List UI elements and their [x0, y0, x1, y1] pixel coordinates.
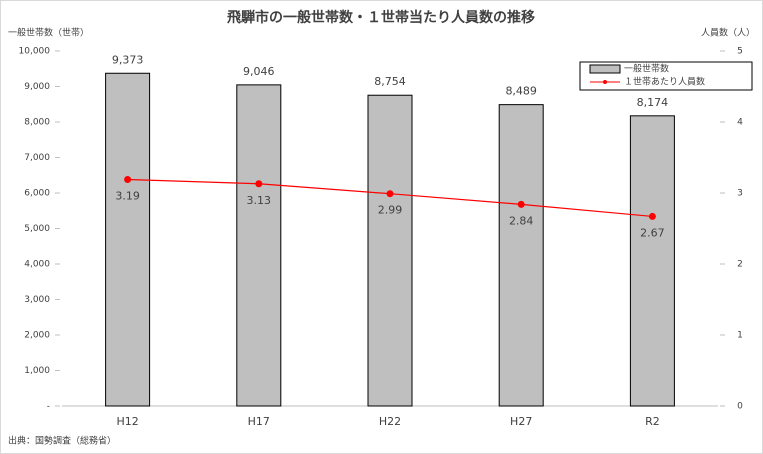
bar-value-label: 8,174 — [637, 96, 669, 109]
bar-value-label: 8,489 — [505, 85, 537, 98]
line-value-label: 2.67 — [640, 226, 665, 239]
y2-tick-label: 3 — [737, 189, 743, 199]
legend-label: １世帯あたり人員数 — [624, 76, 705, 88]
bar-value-label: 8,754 — [374, 75, 406, 88]
y2-tick-label: 4 — [737, 118, 743, 128]
bar — [367, 94, 413, 407]
y-tick-label: 8,000 — [24, 118, 50, 128]
y2-tick-label: 0 — [737, 402, 743, 412]
line-marker — [255, 180, 263, 188]
x-tick-label: H22 — [379, 415, 401, 428]
y-axis-label: 一般世帯数（世帯） — [8, 27, 89, 39]
line-value-label: 3.13 — [247, 194, 272, 207]
line-value-label: 3.19 — [115, 190, 140, 203]
legend-swatch — [603, 80, 607, 84]
bar-value-label: 9,046 — [243, 65, 275, 78]
y-tick-label: - — [47, 402, 50, 412]
y2-tick-label: 2 — [737, 260, 743, 270]
legend-label: 一般世帯数 — [624, 63, 669, 75]
x-tick-label: R2 — [645, 415, 660, 428]
bar — [105, 72, 151, 407]
bar-value-label: 9,373 — [112, 53, 144, 66]
y-tick-label: 9,000 — [24, 82, 50, 92]
y2-axis-label: 人員数（人） — [701, 27, 755, 39]
y-tick-label: 3,000 — [24, 295, 50, 305]
y-tick-label: 2,000 — [24, 331, 50, 341]
x-tick-label: H12 — [116, 415, 138, 428]
x-tick-label: H17 — [248, 415, 270, 428]
line-marker — [124, 176, 132, 184]
line-marker — [386, 190, 394, 198]
y-tick-label: 5,000 — [24, 224, 50, 234]
source-note: 出典：国勢調査（総務省） — [8, 435, 116, 447]
y-tick-label: 10,000 — [19, 47, 51, 57]
chart-title: 飛騨市の一般世帯数・１世帯当たり人員数の推移 — [226, 9, 535, 26]
y2-tick-label: 1 — [737, 331, 743, 341]
line-value-label: 2.84 — [509, 214, 534, 227]
y-tick-label: 1,000 — [24, 366, 50, 376]
legend-swatch — [589, 64, 621, 74]
y2-tick-label: 5 — [737, 47, 743, 57]
line-value-label: 2.99 — [378, 204, 403, 217]
y-tick-label: 4,000 — [24, 260, 50, 270]
y-tick-label: 7,000 — [24, 153, 50, 163]
bar — [236, 84, 282, 407]
bar — [629, 115, 675, 407]
x-tick-label: H27 — [510, 415, 532, 428]
line-marker — [517, 200, 525, 208]
line-marker — [648, 212, 656, 220]
y-tick-label: 6,000 — [24, 189, 50, 199]
bar — [498, 104, 544, 407]
